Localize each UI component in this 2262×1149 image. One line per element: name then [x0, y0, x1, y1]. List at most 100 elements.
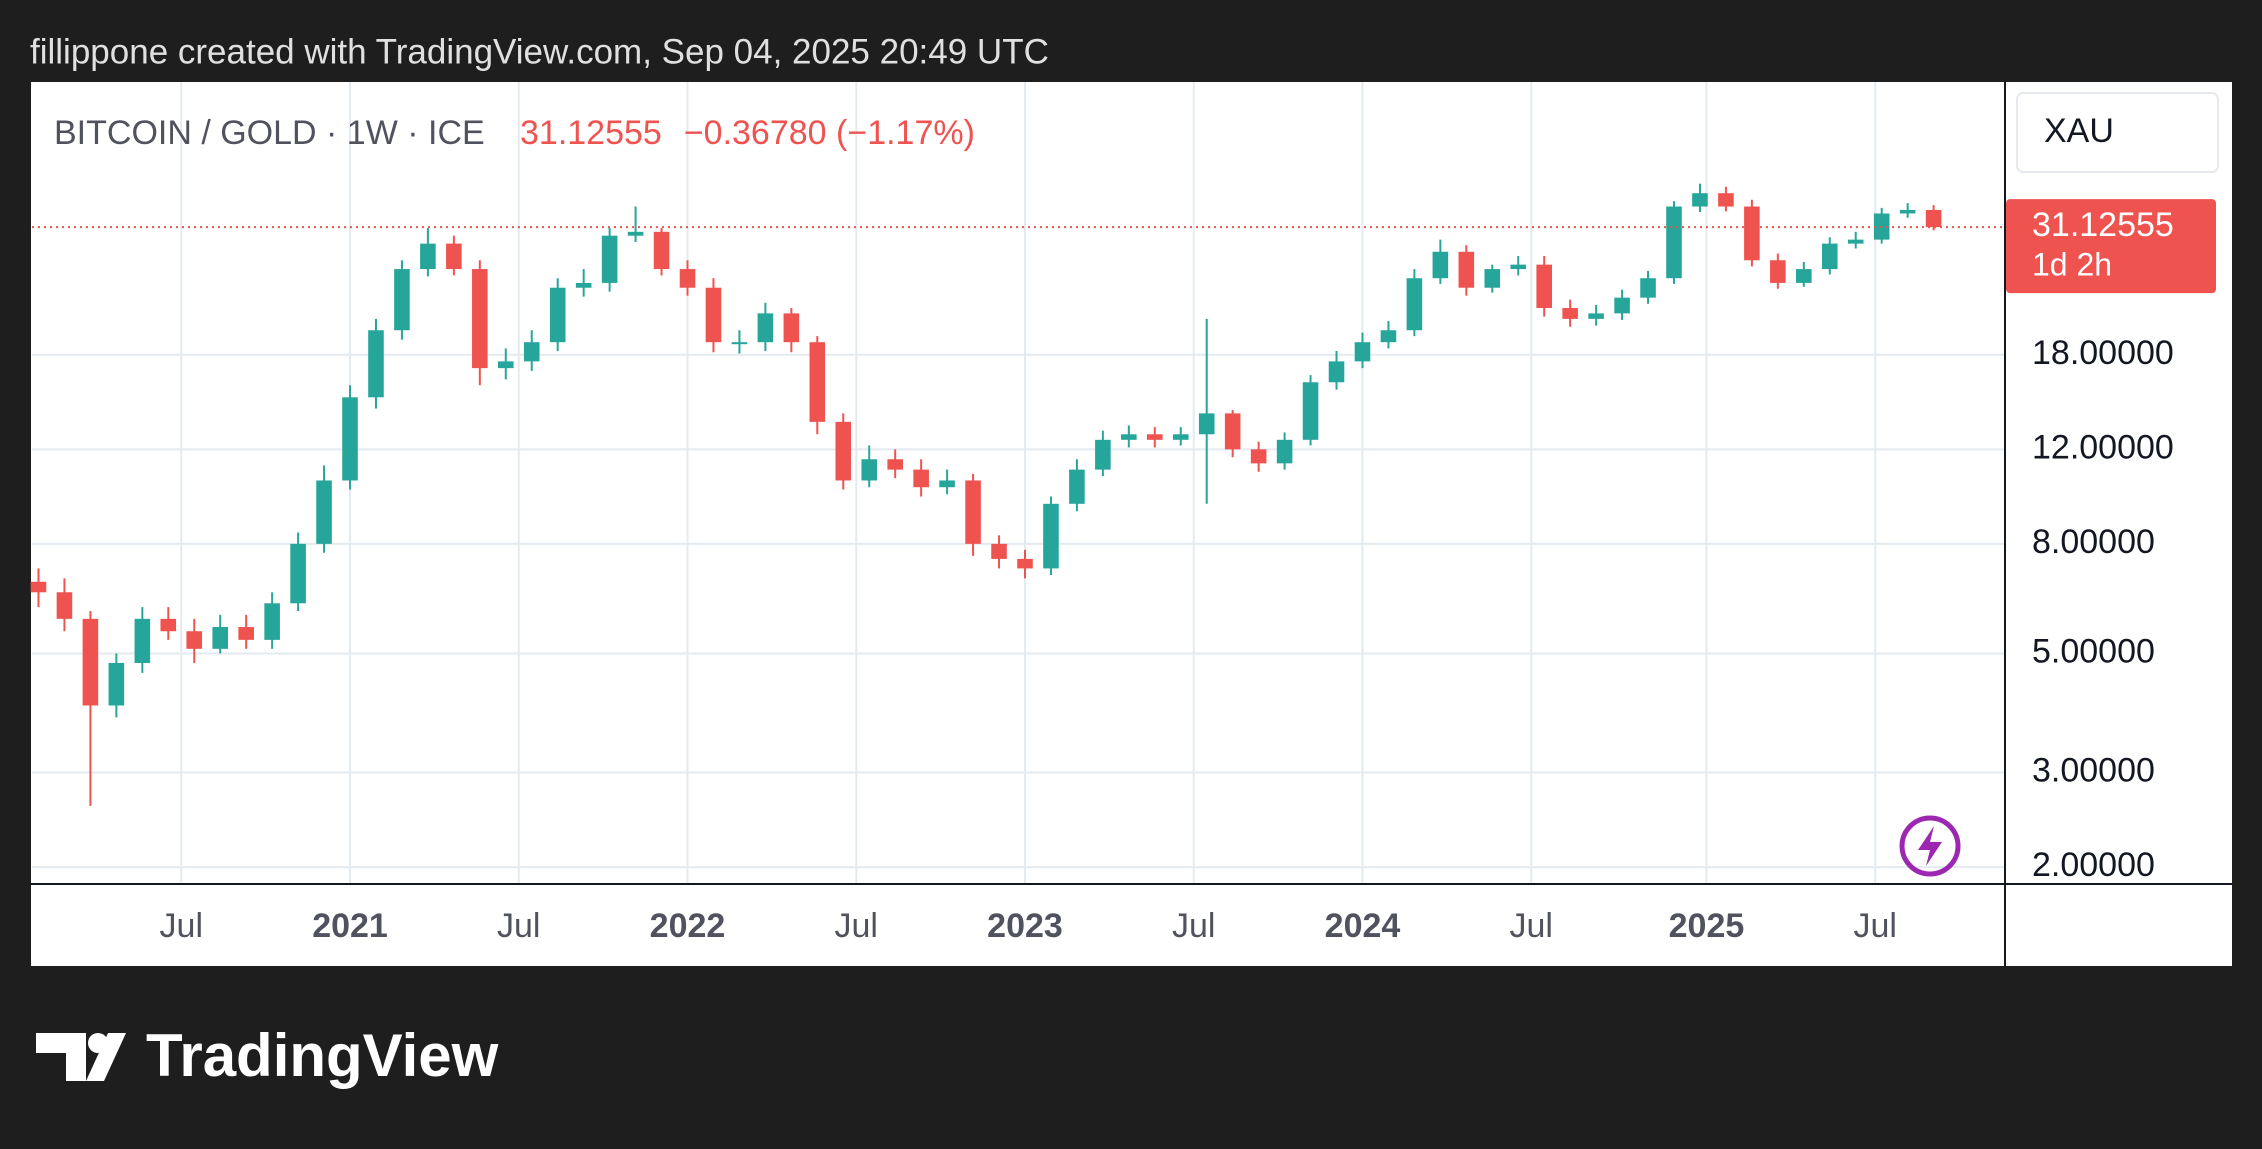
candle-body [1302, 382, 1319, 440]
candle-body [1666, 206, 1682, 279]
y-tick-label: 8.00000 [2032, 523, 2155, 561]
price-tag-countdown: 1d 2h [2032, 247, 2112, 283]
candle-body [1510, 264, 1527, 270]
candle-body [1354, 342, 1371, 362]
candle-body [290, 543, 306, 604]
candle-body [394, 269, 410, 331]
lightning-icon[interactable] [1899, 815, 1961, 877]
candle-body [134, 618, 151, 663]
candle-body [1432, 251, 1449, 279]
candle-body [1276, 439, 1293, 464]
candle-body [1328, 361, 1345, 383]
candle-body [679, 269, 696, 288]
candle-body [56, 592, 73, 619]
candle-body [783, 313, 800, 343]
candle-body [82, 618, 99, 706]
header-change: −0.36780 (−1.17%) [684, 114, 975, 152]
candle-body [523, 342, 540, 362]
candle-body [731, 342, 748, 345]
candle-body [1536, 264, 1552, 309]
candle-body [887, 459, 903, 470]
candle-body [1095, 439, 1111, 470]
candle-body [913, 469, 929, 488]
candle-body [108, 662, 125, 706]
x-tick-label: Jul [160, 907, 203, 945]
candle-body [1198, 413, 1215, 435]
candle-body [1640, 278, 1656, 298]
x-tick-label: Jul [1172, 907, 1215, 945]
y-tick-label: 12.00000 [2032, 428, 2174, 466]
candle-body [1899, 209, 1916, 214]
candle-body [965, 480, 981, 544]
candle-body [575, 282, 592, 288]
candle-body [1692, 193, 1708, 207]
candle-body [1380, 330, 1397, 343]
candle-body [835, 421, 852, 481]
candle-body [549, 287, 566, 343]
candle-body [1017, 558, 1033, 569]
caption: fillippone created with TradingView.com,… [30, 32, 1049, 71]
candle-body [368, 330, 384, 398]
candle-body [861, 459, 878, 481]
candle-body [809, 342, 826, 422]
x-tick-label: 2025 [1669, 907, 1745, 945]
candle-body [601, 235, 618, 283]
candle-body [1588, 313, 1604, 319]
candle-body [1744, 206, 1760, 261]
brand-logo [36, 1033, 126, 1081]
price-tag: 31.12555 1d 2h [2006, 199, 2216, 294]
header-price: 31.12555 [520, 114, 662, 152]
candle-body [420, 243, 436, 270]
x-tick-label: 2024 [1325, 907, 1401, 945]
symbol-title: BITCOIN / GOLD · 1W · ICE [54, 114, 485, 152]
candle-body [1458, 251, 1475, 288]
candle-body [627, 231, 644, 236]
candle-body [497, 361, 514, 369]
candle-body [316, 480, 332, 544]
candle-body [238, 627, 254, 640]
candle-body [1770, 260, 1786, 283]
candle-body [939, 480, 955, 488]
candle-body [1147, 434, 1163, 440]
candle-body [264, 603, 280, 640]
candle-body [1121, 434, 1137, 440]
candle-body [1406, 278, 1423, 331]
candle-body [30, 581, 47, 593]
x-tick-label: Jul [1509, 907, 1552, 945]
candle-body [1069, 469, 1085, 504]
candle-body [342, 397, 358, 481]
candle-body [1172, 434, 1189, 440]
candle-body [212, 627, 229, 649]
candle-body [1043, 503, 1059, 569]
candle-body [1614, 297, 1630, 314]
currency-button[interactable] [2016, 92, 2219, 173]
candle-body [1562, 308, 1578, 319]
chart-panel [31, 82, 2232, 966]
candle-body [1484, 269, 1501, 288]
x-tick-label: Jul [497, 907, 540, 945]
candle-body [1796, 269, 1812, 283]
x-tick-label: 2023 [987, 907, 1063, 945]
candle-body [186, 631, 203, 649]
x-tick-label: 2022 [650, 907, 726, 945]
candle-body [1821, 243, 1838, 270]
candle-body [1925, 209, 1942, 228]
candle-body [1718, 193, 1734, 207]
candle-body [446, 243, 462, 270]
x-tick-label: Jul [1853, 907, 1896, 945]
candle-body [653, 231, 670, 270]
candle-body [705, 287, 722, 343]
candle-body [1847, 239, 1864, 244]
currency-label[interactable]: XAU [2044, 112, 2114, 150]
y-tick-label: 18.00000 [2032, 334, 2174, 372]
y-tick-label: 2.00000 [2032, 846, 2155, 884]
price-tag-box [2006, 199, 2216, 294]
y-tick-label: 5.00000 [2032, 632, 2155, 670]
y-tick-label: 3.00000 [2032, 752, 2155, 790]
price-tag-value: 31.12555 [2032, 206, 2174, 244]
axes: Jul 2021 Jul 2022 Jul 2023 Jul 2024 Jul 2025 Jul 2.… [160, 334, 2174, 945]
candle-body [757, 313, 774, 343]
x-tick-label: Jul [835, 907, 878, 945]
